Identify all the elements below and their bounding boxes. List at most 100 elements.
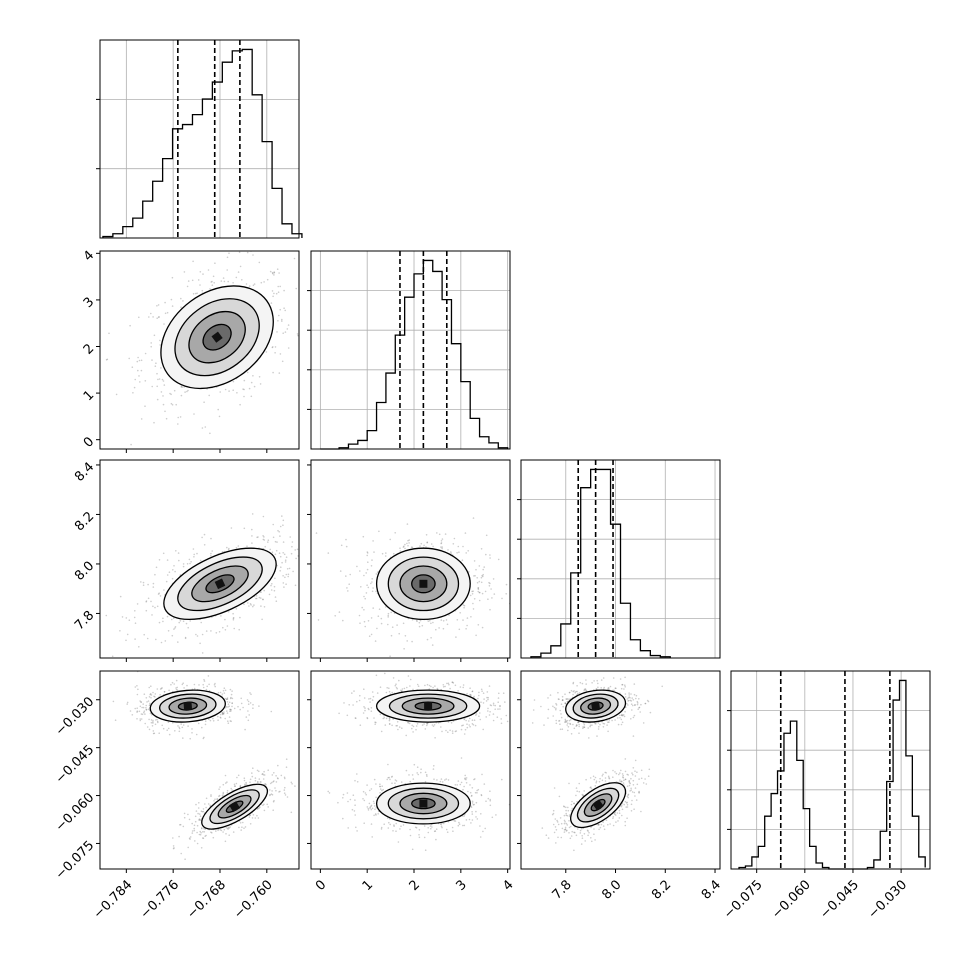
sample-point <box>423 836 426 839</box>
sample-point <box>173 389 176 392</box>
sample-point <box>282 541 285 543</box>
sample-point <box>272 272 274 275</box>
sample-point <box>474 791 477 794</box>
sample-point <box>203 736 205 739</box>
sample-point <box>284 561 287 563</box>
sample-point <box>142 581 145 584</box>
sample-point <box>213 800 215 802</box>
sample-point <box>272 536 275 539</box>
sample-point <box>448 614 450 616</box>
sample-point <box>492 713 495 715</box>
sample-point <box>202 273 204 275</box>
sample-point <box>464 777 466 779</box>
sample-point <box>244 728 246 731</box>
sample-point <box>258 807 260 810</box>
sample-point <box>175 679 178 682</box>
sample-point <box>488 585 491 587</box>
sample-point <box>203 401 205 404</box>
sample-point <box>364 597 367 600</box>
sample-point <box>379 785 381 788</box>
sample-point <box>500 718 503 720</box>
sample-point <box>207 675 210 677</box>
sample-point <box>174 730 176 732</box>
sample-point <box>199 819 202 821</box>
sample-point <box>367 807 370 810</box>
sample-point <box>152 721 154 723</box>
sample-point <box>226 827 229 830</box>
sample-point <box>185 622 188 625</box>
sample-point <box>506 720 509 723</box>
sample-point <box>262 804 264 807</box>
sample-point <box>213 684 216 686</box>
sample-point <box>442 686 445 688</box>
sample-point <box>266 803 269 806</box>
sample-point <box>166 615 169 618</box>
sample-point <box>442 684 445 686</box>
sample-point <box>274 540 277 543</box>
sample-point <box>404 635 407 637</box>
sample-point <box>482 573 485 576</box>
sample-point <box>165 417 168 420</box>
sample-point <box>426 724 428 727</box>
sample-point <box>291 783 293 785</box>
sample-point <box>162 380 165 382</box>
sample-point <box>451 730 454 732</box>
sample-point <box>466 617 469 619</box>
sample-point <box>140 359 143 362</box>
sample-point <box>328 792 331 794</box>
sample-point <box>279 570 282 572</box>
sample-point <box>153 732 156 735</box>
sample-point <box>505 593 508 595</box>
sample-point <box>482 830 484 833</box>
sample-point <box>136 718 138 720</box>
sample-point <box>338 712 340 715</box>
sample-point <box>148 718 150 721</box>
sample-point <box>160 367 162 369</box>
sample-point <box>211 550 213 552</box>
sample-point <box>203 831 206 833</box>
sample-point <box>284 777 286 780</box>
sample-point <box>388 690 391 693</box>
sample-point <box>189 562 191 565</box>
sample-point <box>458 821 460 824</box>
sample-point <box>248 285 251 287</box>
sample-point <box>223 692 226 694</box>
sample-point <box>458 628 461 631</box>
sample-point <box>364 792 367 794</box>
sample-point <box>482 568 485 571</box>
sample-point <box>254 777 257 779</box>
sample-point <box>229 708 232 711</box>
sample-point <box>290 552 293 555</box>
sample-point <box>193 556 195 558</box>
sample-point <box>399 550 402 552</box>
sample-point <box>462 619 464 621</box>
sample-point <box>263 589 266 592</box>
sample-point <box>197 722 200 725</box>
sample-point <box>251 528 253 531</box>
sample-point <box>406 542 408 545</box>
sample-point <box>137 369 139 372</box>
sample-point <box>202 837 205 840</box>
sample-point <box>145 697 148 699</box>
sample-point <box>303 537 305 539</box>
sample-point <box>178 835 180 838</box>
sample-point <box>227 703 230 705</box>
sample-point <box>470 795 473 797</box>
panel-frame <box>99 670 300 870</box>
sample-point <box>308 559 310 561</box>
sample-point <box>420 542 423 545</box>
sample-point <box>167 727 170 730</box>
sample-point <box>394 684 397 687</box>
sample-point <box>201 633 204 636</box>
sample-point <box>252 707 254 709</box>
sample-point <box>415 725 418 727</box>
sample-point <box>250 381 253 384</box>
density-mode-1 <box>201 783 269 830</box>
sample-point <box>283 553 286 556</box>
sample-point <box>471 719 474 721</box>
sample-point <box>248 387 251 390</box>
sample-point <box>227 548 230 551</box>
sample-point <box>447 682 450 685</box>
sample-point <box>412 731 414 733</box>
sample-point <box>239 708 241 711</box>
